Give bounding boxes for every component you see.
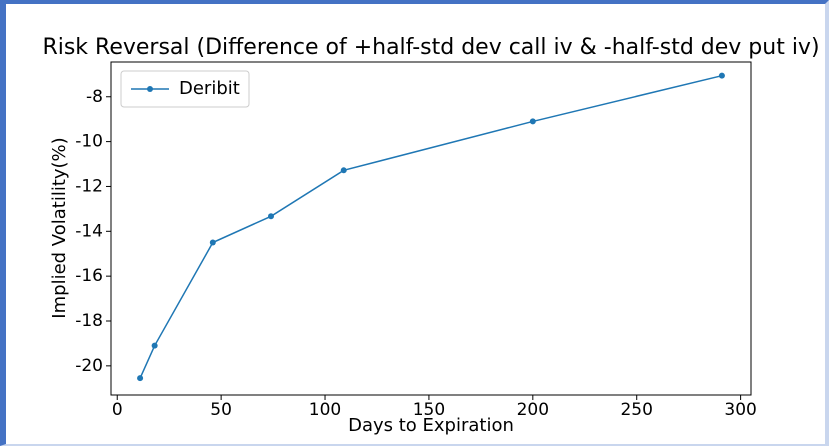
legend-label: Deribit (179, 78, 240, 99)
y-tick-label: -16 (75, 266, 103, 286)
point (718, 72, 725, 79)
point (529, 118, 536, 125)
x-tick-label: 300 (724, 400, 756, 420)
x-axis-label: Days to Expiration (348, 415, 514, 436)
point (340, 167, 347, 174)
y-tick-label: -12 (75, 176, 103, 196)
y-tick-label: -20 (75, 356, 103, 376)
y-tick-label: -14 (75, 221, 103, 241)
y-tick-label: -10 (75, 132, 103, 152)
y-tick-label: -8 (86, 87, 103, 107)
point (137, 375, 144, 382)
x-tick-label: 200 (517, 400, 549, 420)
y-tick-label: -18 (75, 311, 103, 331)
x-tick-label: 0 (112, 400, 123, 420)
line (139, 74, 723, 379)
point (268, 213, 274, 220)
x-tick-label: 250 (620, 400, 652, 420)
plot-area (110, 61, 752, 396)
legend-marker (147, 86, 153, 92)
x-tick-label: 150 (413, 400, 445, 420)
y-axis-label: Implied Volatility(%) (49, 137, 70, 318)
point (151, 342, 158, 349)
legend-box (120, 70, 250, 108)
point (209, 239, 216, 246)
x-tick-label: 50 (210, 400, 232, 420)
chart-title: Risk Reversal (Difference of +half-std d… (42, 35, 819, 60)
x-tick-label: 100 (309, 400, 341, 420)
